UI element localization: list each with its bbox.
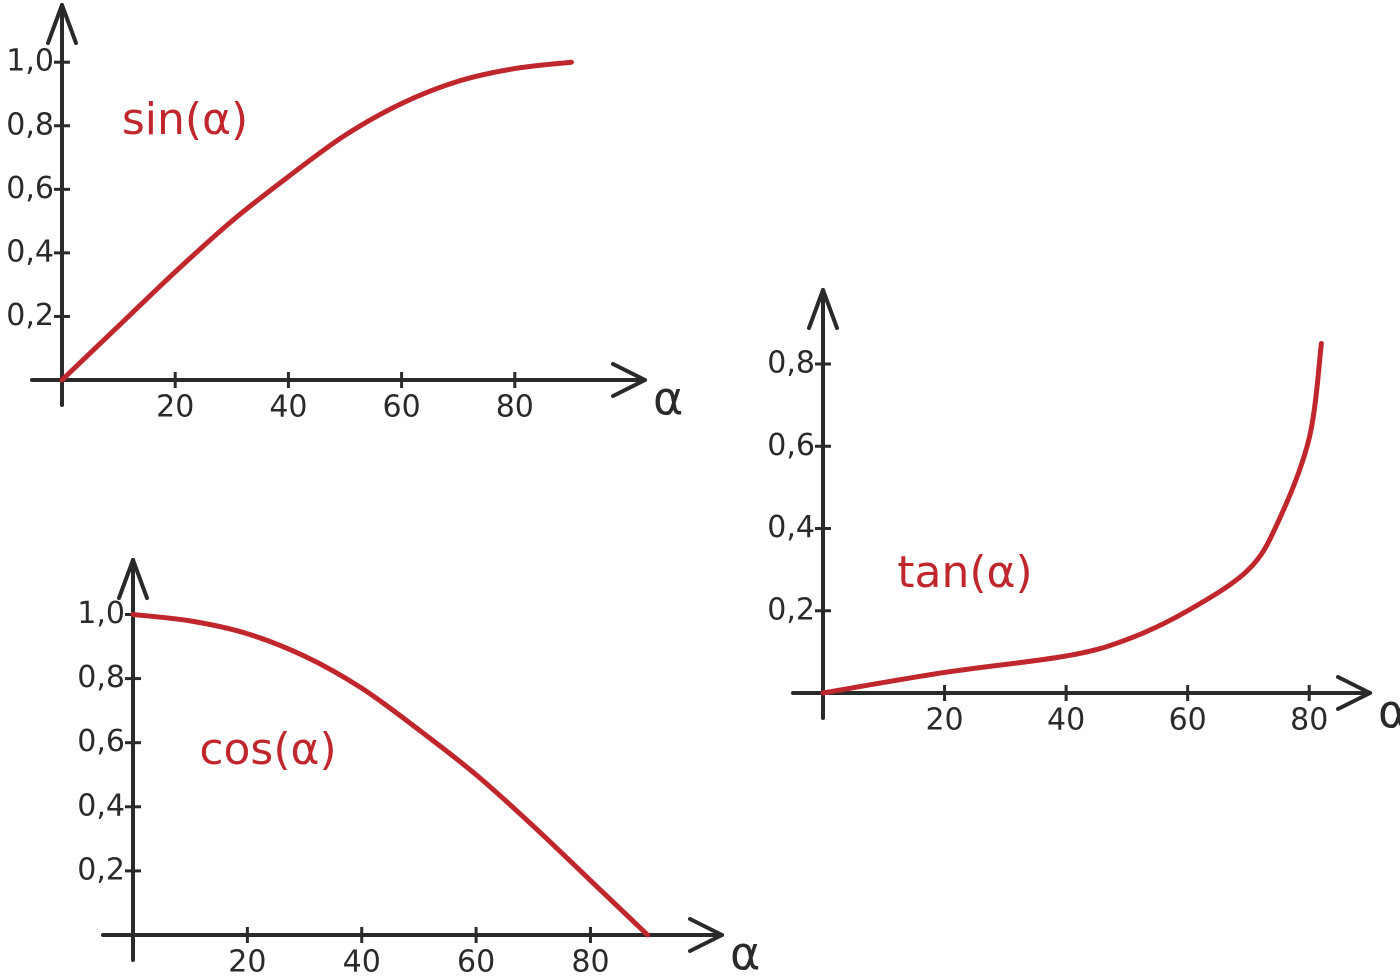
curve <box>820 340 1324 696</box>
x-axis-arrow <box>688 917 724 953</box>
curve-annotation: sin(α) <box>122 94 248 145</box>
curve-annotation: cos(α) <box>199 724 336 775</box>
y-tick-label: 0,8 <box>6 107 54 142</box>
curve <box>130 611 651 938</box>
y-axis-arrow <box>117 558 149 600</box>
y-tick-label: 0,8 <box>77 660 125 695</box>
y-tick-label: 0,4 <box>6 234 54 269</box>
x-axis-label: α <box>653 372 683 426</box>
x-tick-label: 60 <box>1169 703 1207 738</box>
x-tick-label: 20 <box>156 390 194 425</box>
y-tick-label: 0,8 <box>767 346 815 381</box>
x-tick-label: 40 <box>269 390 307 425</box>
x-tick-label: 20 <box>228 945 266 977</box>
x-tick-label: 20 <box>925 703 963 738</box>
y-tick-label: 0,6 <box>767 428 815 463</box>
x-tick-label: 60 <box>457 945 495 977</box>
x-tick-label: 60 <box>383 390 421 425</box>
x-axis-label: α <box>730 927 760 977</box>
x-tick-label: 80 <box>1290 703 1328 738</box>
y-tick-label: 1,0 <box>6 44 54 79</box>
x-axis-arrow <box>611 362 647 398</box>
y-tick-label: 0,6 <box>6 171 54 206</box>
x-tick-label: 40 <box>343 945 381 977</box>
y-tick-label: 0,4 <box>77 788 125 823</box>
curve <box>59 59 574 383</box>
x-tick-label: 80 <box>496 390 534 425</box>
chart-panel: α 20 40 60 80 0,2 0,4 0,6 0,8 tan(α) <box>767 288 1400 739</box>
x-tick-label: 40 <box>1047 703 1085 738</box>
y-tick-label: 1,0 <box>77 596 125 631</box>
x-tick-label: 80 <box>571 945 609 977</box>
chart-panel: α 20 40 60 80 0,2 0,4 0,6 0,8 1,0 sin(α) <box>6 3 683 426</box>
y-axis-arrow <box>46 3 78 45</box>
y-tick-label: 0,4 <box>767 510 815 545</box>
y-tick-label: 0,2 <box>6 298 54 333</box>
y-tick-label: 0,2 <box>767 592 815 627</box>
x-axis-label: α <box>1378 685 1400 739</box>
curve-annotation: tan(α) <box>897 547 1032 598</box>
y-tick-label: 0,6 <box>77 724 125 759</box>
x-axis-arrow <box>1336 675 1372 711</box>
chart-panel: α 20 40 60 80 0,2 0,4 0,6 0,8 1,0 cos(α) <box>77 558 760 980</box>
y-tick-label: 0,2 <box>77 852 125 887</box>
y-axis-arrow <box>807 288 839 330</box>
